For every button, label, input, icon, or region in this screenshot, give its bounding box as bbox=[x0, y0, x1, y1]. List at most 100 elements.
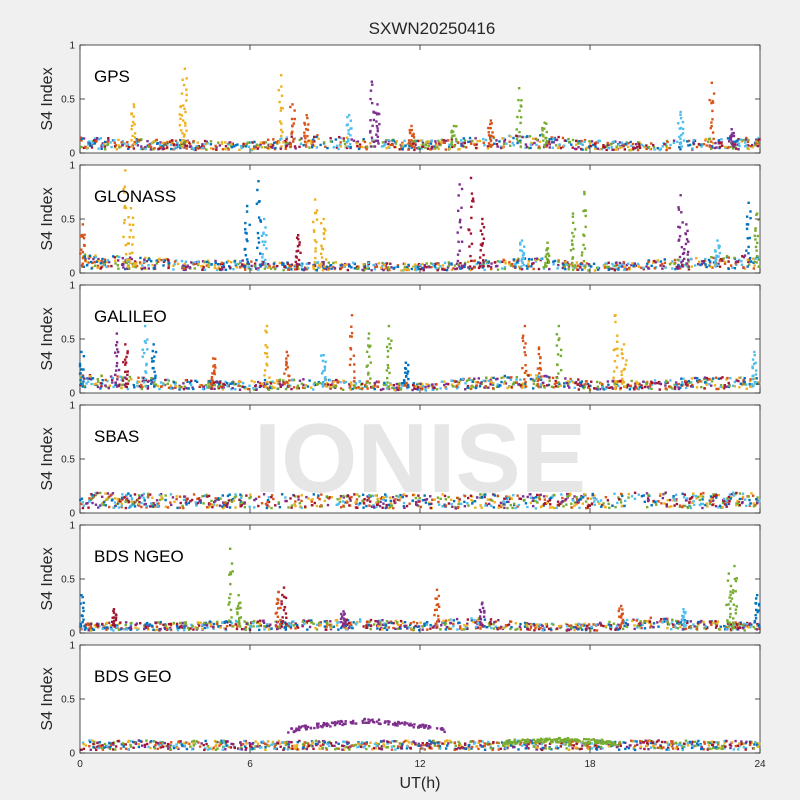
baseline-point bbox=[207, 384, 210, 388]
baseline-point bbox=[302, 383, 305, 387]
baseline-point bbox=[602, 502, 605, 505]
spike-point bbox=[750, 383, 753, 386]
baseline-point bbox=[263, 382, 266, 385]
baseline-point bbox=[160, 146, 163, 149]
baseline-point bbox=[532, 267, 535, 271]
baseline-point bbox=[403, 139, 406, 143]
baseline-point bbox=[221, 268, 224, 271]
spike-point bbox=[546, 247, 549, 250]
baseline-point bbox=[139, 147, 143, 151]
baseline-point bbox=[100, 382, 104, 385]
baseline-point bbox=[449, 618, 452, 621]
baseline-point bbox=[394, 142, 398, 145]
spike-point bbox=[453, 134, 456, 137]
spike-peak bbox=[257, 180, 260, 183]
baseline-point bbox=[654, 382, 657, 385]
baseline-point bbox=[253, 264, 256, 267]
baseline-point bbox=[123, 267, 127, 271]
baseline-point bbox=[571, 146, 574, 149]
baseline-point bbox=[587, 263, 591, 266]
spike-point bbox=[263, 369, 267, 372]
baseline-point bbox=[710, 620, 713, 623]
baseline-point bbox=[297, 267, 300, 270]
baseline-point bbox=[226, 620, 229, 624]
baseline-point bbox=[393, 145, 396, 149]
spike-point bbox=[209, 383, 213, 386]
baseline-point bbox=[489, 618, 493, 621]
spike-point bbox=[349, 127, 352, 130]
baseline-point bbox=[561, 496, 564, 500]
spike-point bbox=[321, 359, 325, 363]
baseline-point bbox=[726, 376, 729, 380]
baseline-point bbox=[102, 501, 106, 504]
baseline-point bbox=[120, 504, 124, 508]
spike-point bbox=[266, 346, 269, 349]
baseline-point bbox=[94, 264, 97, 267]
spike-point bbox=[482, 225, 486, 229]
baseline-point bbox=[574, 503, 578, 506]
baseline-point bbox=[694, 494, 698, 498]
spike-point bbox=[132, 120, 135, 124]
spike-peak bbox=[481, 217, 484, 221]
baseline-point bbox=[349, 145, 352, 149]
baseline-point bbox=[218, 268, 222, 271]
baseline-point bbox=[414, 265, 417, 268]
spike-point bbox=[412, 136, 416, 139]
spike-point bbox=[684, 232, 688, 236]
spike-point bbox=[687, 258, 690, 262]
baseline-point bbox=[736, 502, 739, 505]
baseline-point bbox=[425, 262, 428, 265]
baseline-point bbox=[501, 137, 504, 140]
baseline-point bbox=[147, 494, 150, 497]
baseline-point bbox=[671, 260, 674, 263]
spike-point bbox=[680, 145, 684, 148]
spike-point bbox=[265, 364, 269, 367]
baseline-point bbox=[648, 385, 652, 388]
spike-point bbox=[559, 369, 563, 372]
spike-point bbox=[543, 127, 546, 130]
baseline-point bbox=[563, 262, 566, 265]
baseline-point bbox=[298, 138, 301, 142]
spike-point bbox=[450, 140, 453, 144]
spike-point bbox=[314, 250, 317, 253]
baseline-point bbox=[720, 138, 723, 141]
spike-point bbox=[522, 257, 526, 261]
baseline-point bbox=[215, 622, 219, 625]
baseline-point bbox=[489, 378, 492, 382]
baseline-point bbox=[385, 139, 388, 142]
spike-point bbox=[214, 357, 217, 361]
baseline-point bbox=[650, 504, 653, 507]
baseline-point bbox=[725, 385, 728, 388]
spike-point bbox=[620, 373, 623, 377]
baseline-point bbox=[335, 624, 339, 627]
baseline-point bbox=[452, 499, 456, 503]
baseline-point bbox=[745, 387, 748, 390]
baseline-point bbox=[656, 259, 659, 262]
baseline-point bbox=[394, 619, 398, 623]
baseline-point bbox=[753, 260, 757, 264]
baseline-point bbox=[220, 261, 224, 265]
baseline-point bbox=[558, 143, 561, 146]
spike-point bbox=[126, 350, 129, 353]
baseline-point bbox=[592, 494, 596, 497]
baseline-point bbox=[192, 387, 195, 391]
baseline-point bbox=[389, 383, 393, 386]
spike-point bbox=[489, 126, 492, 130]
baseline-point bbox=[689, 257, 693, 261]
baseline-point bbox=[340, 505, 343, 509]
baseline-point bbox=[744, 138, 748, 141]
baseline-point bbox=[678, 146, 681, 149]
baseline-point bbox=[457, 148, 460, 151]
panel-label: GPS bbox=[94, 67, 130, 86]
baseline-point bbox=[306, 628, 309, 631]
baseline-point bbox=[593, 500, 596, 503]
baseline-point bbox=[116, 264, 120, 267]
spike-point bbox=[259, 218, 262, 222]
baseline-point bbox=[400, 269, 403, 272]
baseline-point bbox=[735, 263, 738, 266]
baseline-point bbox=[358, 495, 361, 498]
baseline-point bbox=[727, 502, 731, 506]
baseline-point bbox=[186, 626, 190, 630]
baseline-point bbox=[184, 378, 188, 382]
baseline-point bbox=[564, 622, 568, 626]
